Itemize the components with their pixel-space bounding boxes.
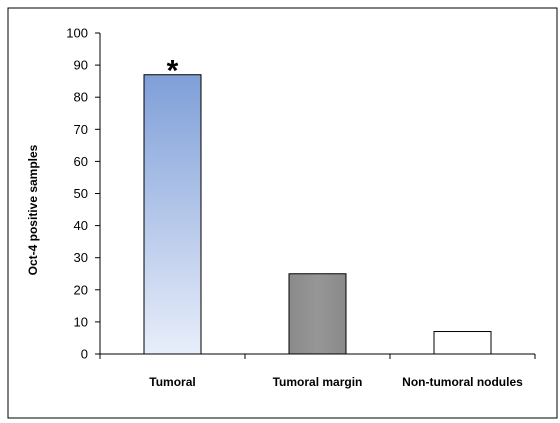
y-axis-title: Oct-4 positive samples: [26, 144, 40, 275]
y-tick-label: 40: [74, 218, 88, 233]
y-tick-label: 70: [74, 122, 88, 137]
y-tick-label: 20: [74, 282, 88, 297]
y-tick-label: 10: [74, 314, 88, 329]
plot-area: 0 10 20 30 40 50 60 70 80 90 100 Tumoral Tumoral mar…: [66, 26, 536, 389]
y-tick-label: 100: [66, 26, 88, 41]
bar-non-tumoral-nodules: [433, 331, 492, 355]
y-tick-label: 0: [81, 347, 88, 362]
bar-tumoral: [143, 74, 202, 355]
significance-asterisk: *: [167, 55, 179, 88]
y-tick-label: 50: [74, 186, 88, 201]
y-tick-label: 90: [74, 58, 88, 73]
y-tick-label: 80: [74, 90, 88, 105]
x-category-label: Tumoral margin: [273, 375, 363, 389]
x-category-label: Non-tumoral nodules: [402, 375, 523, 389]
bar-tumoral-margin: [288, 273, 347, 355]
y-tick-label: 30: [74, 250, 88, 265]
x-category-label: Tumoral: [149, 375, 195, 389]
y-tick-label: 60: [74, 154, 88, 169]
chart-border: [7, 7, 558, 419]
